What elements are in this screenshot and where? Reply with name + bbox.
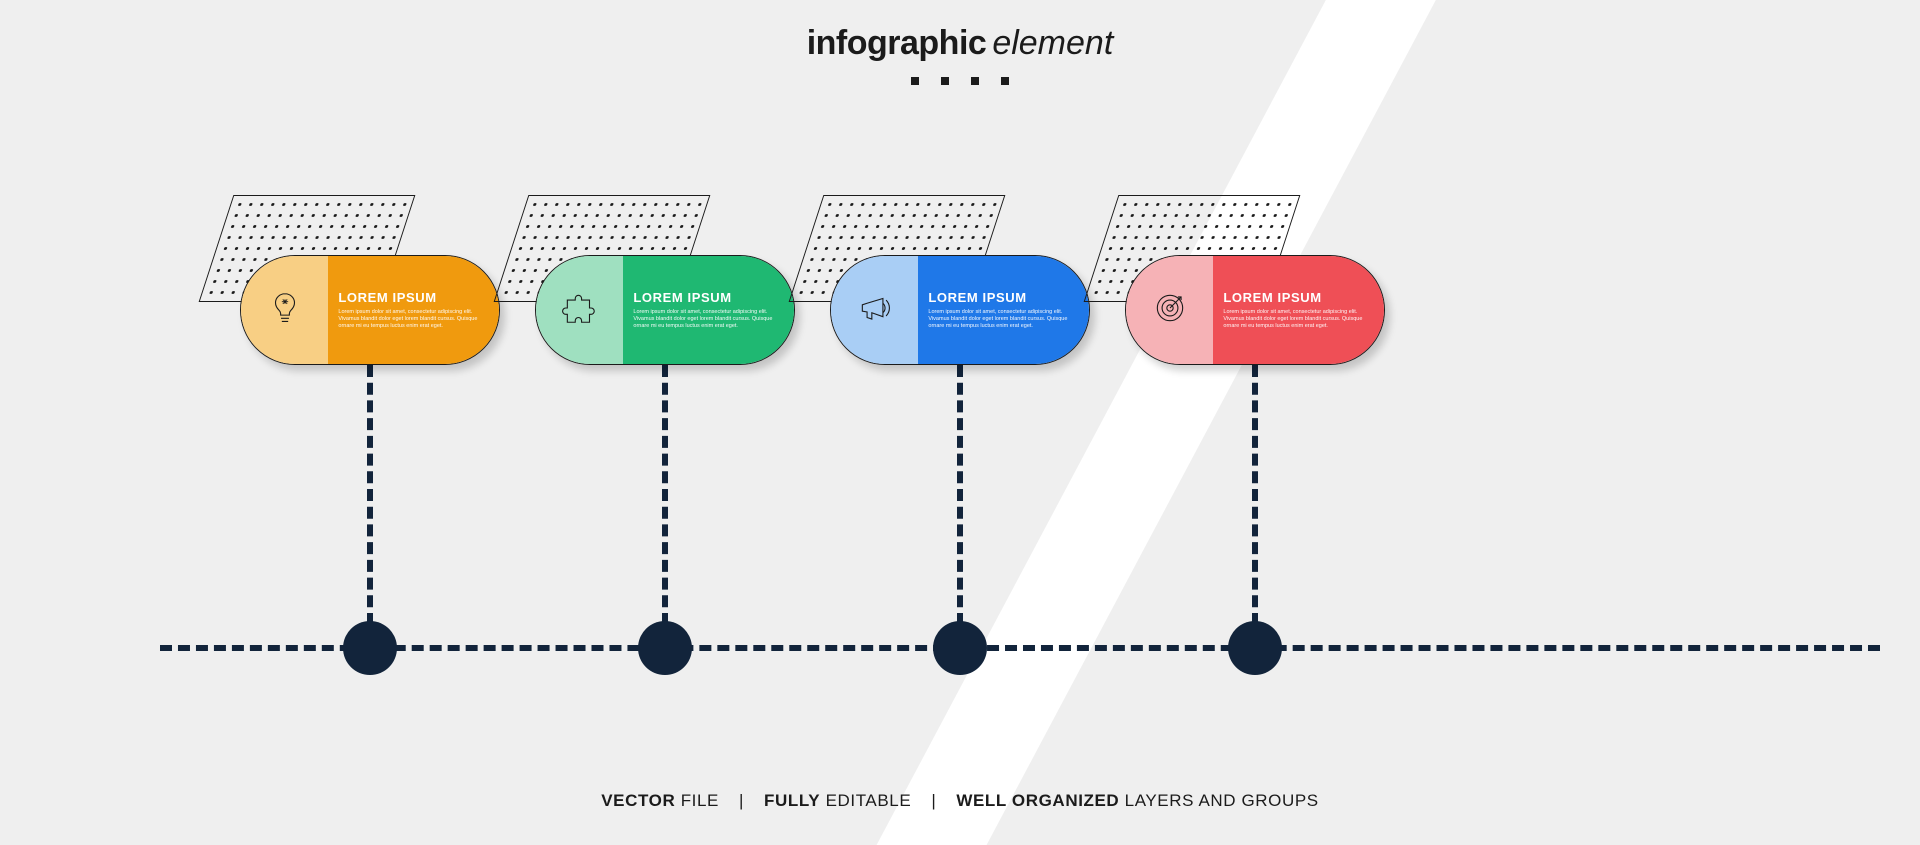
step-capsule: LOREM IPSUM Lorem ipsum dolor sit amet, c… [535, 255, 795, 365]
step-body: Lorem ipsum dolor sit amet, consectetur … [928, 309, 1071, 330]
step-title: LOREM IPSUM [1223, 290, 1366, 305]
timeline-connector [662, 365, 668, 625]
header-title-italic: element [992, 24, 1113, 62]
header-decor-square [971, 77, 979, 85]
capsule-text-side: LOREM IPSUM Lorem ipsum dolor sit amet, c… [918, 256, 1089, 364]
timeline-connector [367, 365, 373, 625]
step-title: LOREM IPSUM [633, 290, 776, 305]
capsule-icon-side [241, 256, 328, 364]
step-body: Lorem ipsum dolor sit amet, consectetur … [338, 309, 481, 330]
capsule-text-side: LOREM IPSUM Lorem ipsum dolor sit amet, c… [1213, 256, 1384, 364]
step-capsule: LOREM IPSUM Lorem ipsum dolor sit amet, c… [1125, 255, 1385, 365]
timeline-node [343, 621, 397, 675]
capsule-icon-side [1126, 256, 1213, 364]
footer-segment-light: LAYERS AND GROUPS [1119, 791, 1318, 810]
footer-separator: | [931, 791, 936, 810]
timeline-connector [957, 365, 963, 625]
target-icon [1151, 289, 1189, 332]
footer-separator: | [739, 791, 744, 810]
megaphone-icon [856, 289, 894, 332]
infographic-step: LOREM IPSUM Lorem ipsum dolor sit amet, c… [240, 255, 500, 365]
timeline-node [638, 621, 692, 675]
capsule-icon-side [536, 256, 623, 364]
lightbulb-icon [266, 289, 304, 332]
infographic-step: LOREM IPSUM Lorem ipsum dolor sit amet, c… [535, 255, 795, 365]
step-body: Lorem ipsum dolor sit amet, consectetur … [1223, 309, 1366, 330]
header: infographicelement [0, 24, 1920, 85]
header-title-bold: infographic [807, 24, 987, 62]
step-capsule: LOREM IPSUM Lorem ipsum dolor sit amet, c… [830, 255, 1090, 365]
header-decor-square [1001, 77, 1009, 85]
footer-segment-light: FILE [675, 791, 719, 810]
timeline-connector [1252, 365, 1258, 625]
timeline-node [1228, 621, 1282, 675]
capsule-text-side: LOREM IPSUM Lorem ipsum dolor sit amet, c… [623, 256, 794, 364]
timeline-node [933, 621, 987, 675]
step-capsule: LOREM IPSUM Lorem ipsum dolor sit amet, c… [240, 255, 500, 365]
capsule-text-side: LOREM IPSUM Lorem ipsum dolor sit amet, c… [328, 256, 499, 364]
footer-segment-bold: WELL ORGANIZED [956, 791, 1119, 810]
footer-segment-light: EDITABLE [820, 791, 911, 810]
footer-caption: VECTOR FILE | FULLY EDITABLE | WELL ORGANIZE… [0, 791, 1920, 811]
step-title: LOREM IPSUM [928, 290, 1071, 305]
puzzle-icon [561, 289, 599, 332]
header-decor-square [941, 77, 949, 85]
capsule-icon-side [831, 256, 918, 364]
step-title: LOREM IPSUM [338, 290, 481, 305]
footer-segment-bold: FULLY [764, 791, 820, 810]
header-decor-dots [0, 77, 1920, 85]
infographic-step: LOREM IPSUM Lorem ipsum dolor sit amet, c… [1125, 255, 1385, 365]
infographic-canvas: infographicelement LOREM IPSUM Lorem ipsu… [0, 0, 1920, 845]
header-decor-square [911, 77, 919, 85]
step-body: Lorem ipsum dolor sit amet, consectetur … [633, 309, 776, 330]
timeline-axis [160, 645, 1880, 651]
infographic-step: LOREM IPSUM Lorem ipsum dolor sit amet, c… [830, 255, 1090, 365]
footer-segment-bold: VECTOR [601, 791, 675, 810]
